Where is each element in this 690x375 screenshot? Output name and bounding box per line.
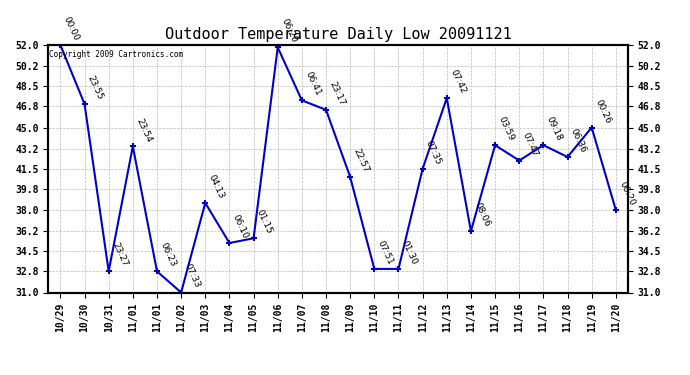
Title: Outdoor Temperature Daily Low 20091121: Outdoor Temperature Daily Low 20091121 [165, 27, 511, 42]
Text: Copyright 2009 Cartronics.com: Copyright 2009 Cartronics.com [50, 50, 184, 59]
Text: 01:15: 01:15 [255, 208, 274, 236]
Text: 07:51: 07:51 [376, 239, 395, 266]
Text: 06:20: 06:20 [618, 180, 636, 207]
Text: 01:30: 01:30 [400, 239, 419, 266]
Text: 23:27: 23:27 [110, 242, 129, 268]
Text: 22:57: 22:57 [352, 147, 371, 174]
Text: 06:10: 06:10 [231, 213, 250, 240]
Text: 23:55: 23:55 [86, 74, 105, 101]
Text: 00:00: 00:00 [62, 15, 81, 42]
Text: 23:17: 23:17 [328, 80, 346, 107]
Text: 04:13: 04:13 [207, 173, 226, 200]
Text: 07:35: 07:35 [424, 139, 443, 166]
Text: 09:18: 09:18 [545, 115, 564, 142]
Text: 08:06: 08:06 [473, 201, 491, 228]
Text: 06:20: 06:20 [279, 18, 298, 45]
Text: 00:26: 00:26 [593, 98, 612, 125]
Text: 23:54: 23:54 [135, 117, 153, 144]
Text: 06:36: 06:36 [569, 127, 588, 154]
Text: 07:42: 07:42 [448, 68, 467, 95]
Text: 07:33: 07:33 [183, 262, 201, 290]
Text: 06:41: 06:41 [304, 70, 322, 98]
Text: 06:23: 06:23 [159, 242, 177, 268]
Text: 07:47: 07:47 [521, 130, 540, 158]
Text: 03:59: 03:59 [497, 115, 515, 142]
